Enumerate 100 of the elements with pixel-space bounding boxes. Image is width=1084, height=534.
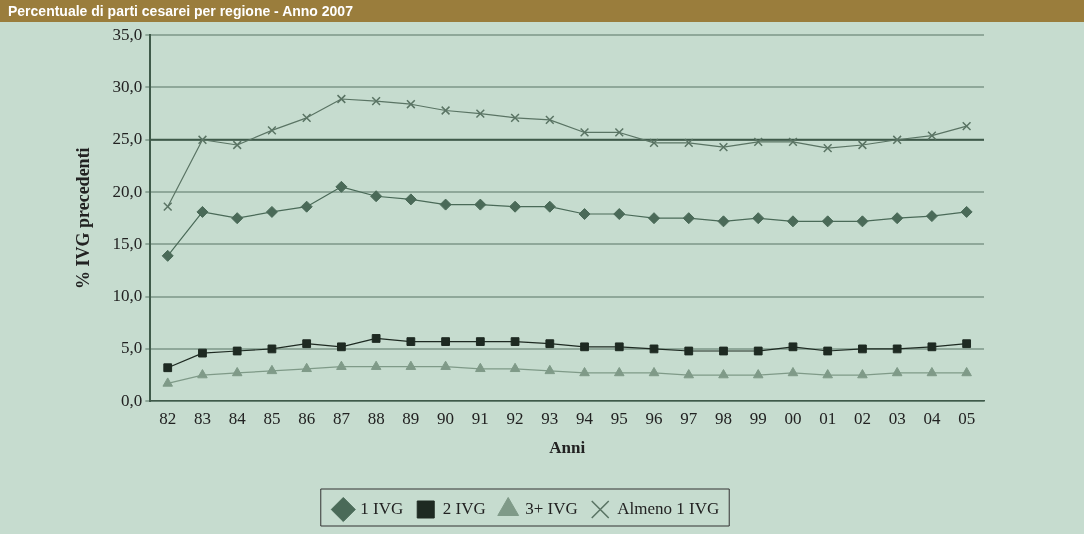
point xyxy=(336,94,347,104)
point xyxy=(302,113,312,123)
y-tick-label: 15,0 xyxy=(112,233,143,253)
point xyxy=(543,200,556,213)
x-tick-label: 94 xyxy=(576,408,594,428)
point xyxy=(579,127,590,138)
point xyxy=(337,342,346,352)
y-tick-label: 10,0 xyxy=(112,286,143,306)
point xyxy=(926,366,938,377)
point xyxy=(614,342,624,352)
point xyxy=(717,215,730,228)
point xyxy=(960,205,973,218)
legend-label: Almeno 1 IVG xyxy=(617,498,720,518)
point xyxy=(440,360,451,370)
point xyxy=(580,342,589,352)
x-tick-label: 01 xyxy=(819,408,837,428)
y-tick-label: 35,0 xyxy=(112,24,143,44)
point xyxy=(858,344,867,354)
y-tick-label: 30,0 xyxy=(112,76,143,96)
point xyxy=(163,363,173,373)
x-tick-label: 87 xyxy=(332,408,351,428)
point xyxy=(266,364,278,375)
point xyxy=(682,212,695,225)
point xyxy=(961,366,972,377)
point xyxy=(788,137,798,147)
point xyxy=(198,348,207,358)
point xyxy=(474,198,487,211)
point xyxy=(857,140,868,150)
x-tick-label: 96 xyxy=(645,408,663,428)
point xyxy=(579,366,590,377)
y-tick-label: 0,0 xyxy=(121,390,143,410)
point xyxy=(267,344,277,354)
point xyxy=(719,346,728,356)
x-tick-label: 93 xyxy=(541,408,559,428)
point xyxy=(231,212,244,225)
x-axis-title: Anni xyxy=(549,438,586,458)
x-tick-label: 82 xyxy=(159,408,177,428)
y-tick-label: 5,0 xyxy=(121,338,143,358)
point xyxy=(648,212,661,225)
point xyxy=(925,210,938,223)
point xyxy=(613,208,626,221)
legend-label: 3+ IVG xyxy=(525,498,578,518)
x-tick-label: 83 xyxy=(193,408,211,428)
point xyxy=(649,344,659,354)
point xyxy=(336,360,347,370)
point xyxy=(752,369,764,379)
point xyxy=(649,138,659,148)
x-tick-label: 90 xyxy=(437,408,455,428)
point xyxy=(510,113,520,123)
x-tick-label: 03 xyxy=(888,408,906,428)
point xyxy=(231,366,243,377)
point xyxy=(684,138,694,148)
point xyxy=(823,346,833,356)
point xyxy=(614,366,625,377)
point xyxy=(300,200,313,213)
point xyxy=(475,337,485,346)
point xyxy=(545,115,555,125)
y-axis-title: % IVG precedenti xyxy=(73,147,94,290)
point xyxy=(265,205,278,218)
point xyxy=(822,369,833,379)
x-tick-label: 85 xyxy=(263,408,281,428)
point xyxy=(927,130,937,141)
point xyxy=(510,337,520,346)
point xyxy=(196,205,209,218)
point xyxy=(856,215,869,228)
x-tick-label: 05 xyxy=(958,408,976,428)
point xyxy=(544,364,556,375)
point xyxy=(371,334,381,343)
point xyxy=(302,339,312,349)
point xyxy=(892,344,902,354)
x-tick-label: 88 xyxy=(367,408,385,428)
point xyxy=(752,212,765,225)
x-tick-label: 04 xyxy=(923,408,941,428)
x-tick-label: 97 xyxy=(680,408,698,428)
point xyxy=(475,362,486,373)
x-tick-label: 89 xyxy=(402,408,420,428)
point xyxy=(406,99,416,109)
point xyxy=(892,135,902,145)
point xyxy=(267,125,277,135)
point xyxy=(509,200,522,213)
point xyxy=(718,369,729,379)
point xyxy=(578,208,591,221)
y-tick-label: 20,0 xyxy=(112,181,143,201)
point xyxy=(163,202,173,212)
point xyxy=(962,339,972,349)
point xyxy=(821,215,834,228)
point xyxy=(961,121,972,131)
point xyxy=(335,180,348,193)
x-tick-label: 92 xyxy=(506,408,524,428)
point xyxy=(927,342,937,352)
point xyxy=(891,366,903,377)
point xyxy=(788,342,798,352)
point xyxy=(787,366,799,377)
point xyxy=(684,346,694,356)
point xyxy=(509,362,521,373)
point xyxy=(440,105,451,116)
legend-label: 2 IVG xyxy=(442,498,486,518)
x-tick-label: 02 xyxy=(853,408,871,428)
point xyxy=(648,366,660,377)
point xyxy=(786,215,799,228)
